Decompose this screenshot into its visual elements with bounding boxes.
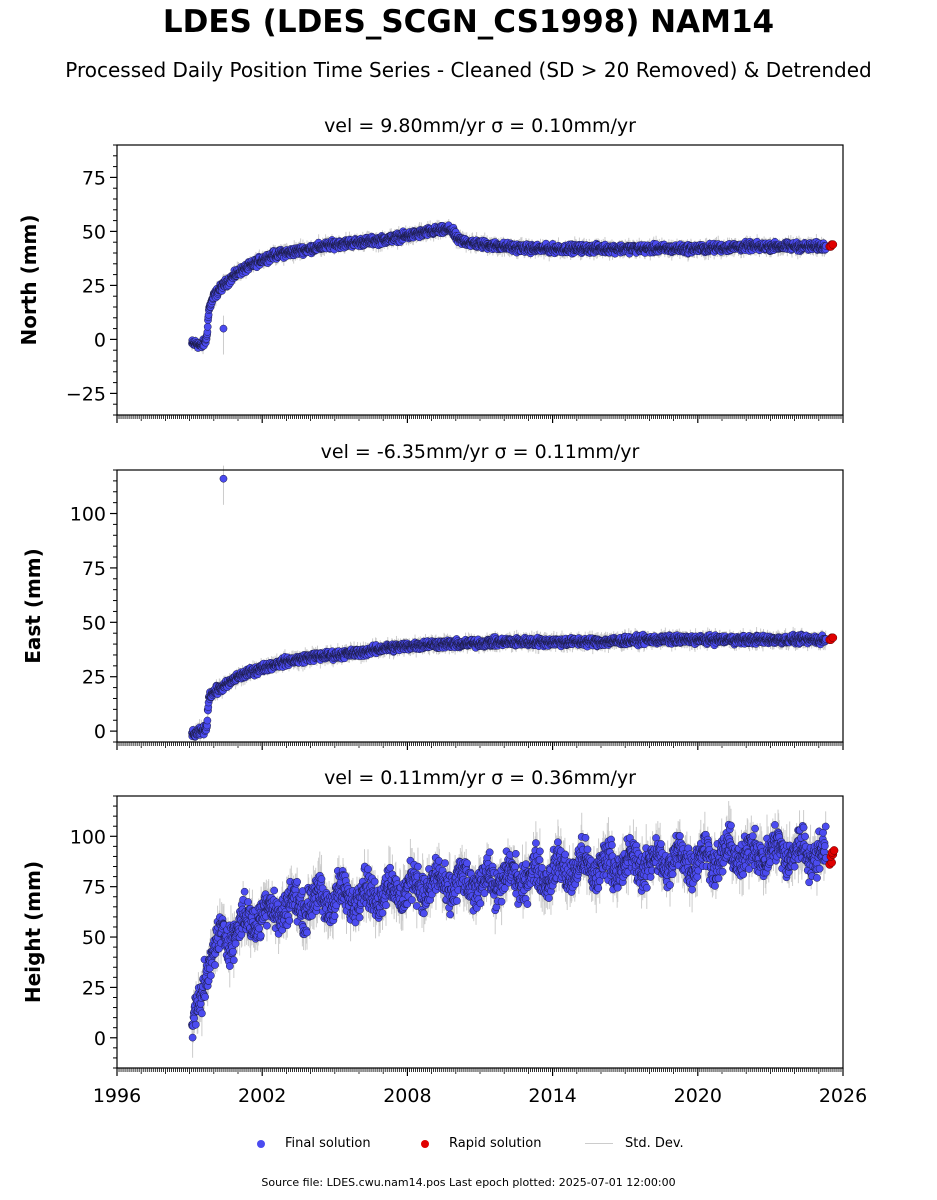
final-point-outlier — [219, 324, 228, 333]
panel-title: vel = 9.80mm/yr σ = 0.10mm/yr — [324, 115, 636, 137]
panel-north: vel = 9.80mm/yr σ = 0.10mm/yr North (mm) −… — [17, 115, 844, 423]
y-tick-label: 25 — [82, 275, 106, 297]
final-point — [203, 322, 212, 331]
y-tick-label: 50 — [82, 221, 106, 243]
final-solution-points — [188, 474, 830, 741]
y-tick-label: 0 — [94, 329, 106, 351]
y-axis-label: North (mm) — [17, 214, 41, 345]
y-axis-label: East (mm) — [21, 548, 45, 664]
rapid-solution-points — [825, 240, 838, 251]
std-dev-bars — [191, 465, 827, 745]
figure-title: LDES (LDES_SCGN_CS1998) NAM14 — [0, 4, 937, 40]
rapid-point — [828, 240, 838, 249]
final-point — [203, 716, 212, 725]
time-series-chart: vel = 9.80mm/yr σ = 0.10mm/yr North (mm) −… — [17, 115, 867, 1107]
figure-subtitle: Processed Daily Position Time Series - C… — [0, 58, 937, 82]
y-tick-label: 75 — [82, 167, 106, 189]
panel-title: vel = -6.35mm/yr σ = 0.11mm/yr — [321, 441, 640, 463]
y-tick-label: −25 — [66, 383, 106, 405]
final-solution-points — [188, 221, 830, 352]
